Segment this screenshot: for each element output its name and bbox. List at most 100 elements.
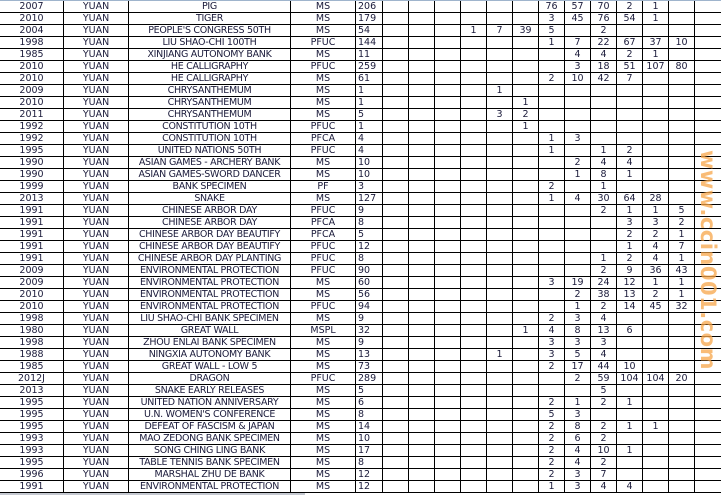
- cell-year[interactable]: 1990: [0, 157, 64, 168]
- cell-count[interactable]: [409, 289, 435, 300]
- cell-count[interactable]: 2: [539, 73, 565, 84]
- cell-issue-name[interactable]: CHRYSANTHEMUM: [129, 109, 291, 120]
- cell-year[interactable]: 2011: [0, 109, 64, 120]
- cell-count[interactable]: [643, 25, 669, 36]
- cell-count[interactable]: 3: [565, 481, 591, 492]
- cell-count[interactable]: 64: [617, 193, 643, 204]
- cell-count[interactable]: 2: [643, 289, 669, 300]
- cell-count[interactable]: [487, 181, 513, 192]
- cell-issue-name[interactable]: GREAT WALL - LOW 5: [129, 361, 291, 372]
- cell-count[interactable]: [461, 1, 487, 12]
- cell-issue-name[interactable]: TIGER: [129, 13, 291, 24]
- cell-count[interactable]: [461, 145, 487, 156]
- cell-count[interactable]: [461, 217, 487, 228]
- cell-count[interactable]: [617, 457, 643, 468]
- cell-count[interactable]: [383, 301, 409, 312]
- cell-total[interactable]: 8: [356, 409, 383, 420]
- cell-grade[interactable]: PFUC: [291, 121, 356, 132]
- cell-count[interactable]: 2: [539, 445, 565, 456]
- cell-count[interactable]: [383, 349, 409, 360]
- cell-count[interactable]: 2: [565, 289, 591, 300]
- cell-count[interactable]: [643, 361, 669, 372]
- cell-count[interactable]: [643, 325, 669, 336]
- cell-total[interactable]: 32: [356, 325, 383, 336]
- cell-count[interactable]: [565, 265, 591, 276]
- cell-year[interactable]: 2010: [0, 61, 64, 72]
- cell-count[interactable]: [591, 217, 617, 228]
- cell-issue-name[interactable]: ENVIRONMENTAL PROTECTION: [129, 265, 291, 276]
- cell-count[interactable]: [435, 265, 461, 276]
- cell-count[interactable]: [695, 289, 721, 300]
- cell-count[interactable]: [435, 421, 461, 432]
- cell-count[interactable]: [695, 13, 721, 24]
- cell-count[interactable]: [409, 361, 435, 372]
- cell-currency[interactable]: YUAN: [64, 277, 129, 288]
- cell-count[interactable]: [461, 181, 487, 192]
- cell-count[interactable]: [643, 337, 669, 348]
- cell-count[interactable]: 2: [591, 397, 617, 408]
- cell-count[interactable]: [695, 61, 721, 72]
- cell-count[interactable]: [539, 301, 565, 312]
- cell-count[interactable]: 2: [617, 49, 643, 60]
- cell-total[interactable]: 5: [356, 385, 383, 396]
- cell-year[interactable]: 1998: [0, 337, 64, 348]
- cell-count[interactable]: [461, 193, 487, 204]
- cell-count[interactable]: 4: [591, 157, 617, 168]
- cell-count[interactable]: [409, 13, 435, 24]
- cell-count[interactable]: [383, 73, 409, 84]
- cell-count[interactable]: 7: [565, 37, 591, 48]
- cell-grade[interactable]: MS: [291, 337, 356, 348]
- cell-issue-name[interactable]: ASIAN GAMES-SWORD DANCER: [129, 169, 291, 180]
- cell-count[interactable]: [383, 289, 409, 300]
- cell-total[interactable]: 4: [356, 145, 383, 156]
- cell-issue-name[interactable]: U.N. WOMEN'S CONFERENCE: [129, 409, 291, 420]
- cell-count[interactable]: [513, 385, 539, 396]
- cell-year[interactable]: 1998: [0, 313, 64, 324]
- cell-count[interactable]: [461, 313, 487, 324]
- cell-count[interactable]: 104: [643, 373, 669, 384]
- cell-count[interactable]: 1: [643, 277, 669, 288]
- cell-count[interactable]: [669, 409, 695, 420]
- cell-count[interactable]: 38: [591, 289, 617, 300]
- cell-count[interactable]: [409, 481, 435, 492]
- cell-count[interactable]: [669, 145, 695, 156]
- cell-count[interactable]: [565, 241, 591, 252]
- cell-count[interactable]: [435, 301, 461, 312]
- cell-total[interactable]: 56: [356, 289, 383, 300]
- cell-count[interactable]: [695, 181, 721, 192]
- cell-grade[interactable]: PFUC: [291, 253, 356, 264]
- cell-count[interactable]: [409, 349, 435, 360]
- cell-count[interactable]: [487, 373, 513, 384]
- cell-currency[interactable]: YUAN: [64, 25, 129, 36]
- cell-count[interactable]: 2: [591, 433, 617, 444]
- cell-count[interactable]: [487, 121, 513, 132]
- cell-count[interactable]: [487, 301, 513, 312]
- cell-count[interactable]: [383, 181, 409, 192]
- cell-year[interactable]: 1991: [0, 253, 64, 264]
- cell-count[interactable]: [513, 361, 539, 372]
- cell-count[interactable]: [409, 385, 435, 396]
- cell-currency[interactable]: YUAN: [64, 433, 129, 444]
- cell-count[interactable]: 42: [591, 73, 617, 84]
- cell-count[interactable]: 37: [643, 37, 669, 48]
- cell-count[interactable]: [435, 61, 461, 72]
- cell-count[interactable]: [409, 325, 435, 336]
- cell-issue-name[interactable]: DEFEAT OF FASCISM & JAPAN: [129, 421, 291, 432]
- cell-total[interactable]: 54: [356, 25, 383, 36]
- cell-year[interactable]: 2009: [0, 265, 64, 276]
- cell-count[interactable]: [383, 385, 409, 396]
- cell-count[interactable]: [435, 85, 461, 96]
- cell-count[interactable]: [487, 265, 513, 276]
- cell-count[interactable]: [695, 481, 721, 492]
- cell-count[interactable]: [695, 469, 721, 480]
- cell-count[interactable]: [461, 13, 487, 24]
- cell-count[interactable]: [409, 373, 435, 384]
- cell-count[interactable]: 22: [591, 37, 617, 48]
- cell-count[interactable]: 2: [539, 469, 565, 480]
- cell-count[interactable]: 2: [617, 229, 643, 240]
- cell-currency[interactable]: YUAN: [64, 109, 129, 120]
- cell-count[interactable]: 6: [565, 433, 591, 444]
- cell-count[interactable]: 3: [617, 217, 643, 228]
- cell-grade[interactable]: MS: [291, 385, 356, 396]
- cell-count[interactable]: [513, 157, 539, 168]
